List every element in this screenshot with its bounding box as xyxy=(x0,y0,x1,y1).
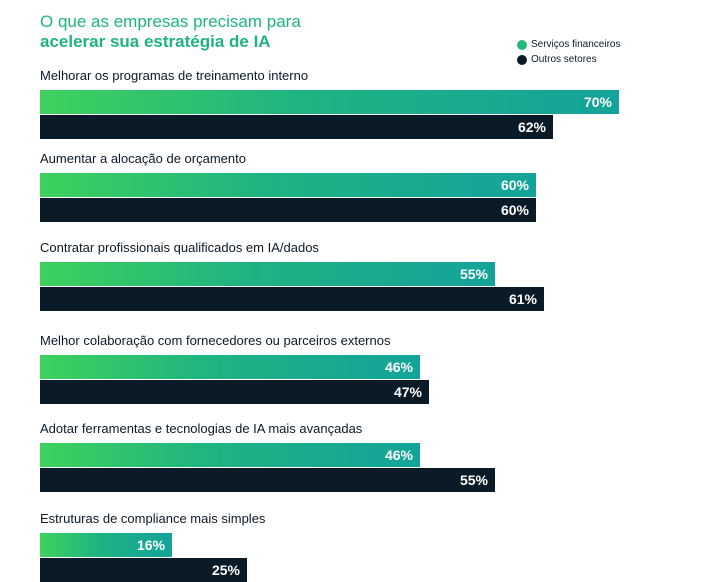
bar-value-label: 60% xyxy=(500,202,529,218)
legend-item-other: Outros setores xyxy=(517,52,620,67)
legend-label-other: Outros setores xyxy=(531,54,597,65)
bar-other-sectors: 25% xyxy=(40,558,247,582)
category-label: Adotar ferramentas e tecnologias de IA m… xyxy=(40,421,363,436)
bar-value-label: 70% xyxy=(583,94,612,110)
bar-financial-services: 60% xyxy=(40,173,536,197)
bar-financial-services: 46% xyxy=(40,443,420,467)
category-label: Contratar profissionais qualificados em … xyxy=(40,240,319,255)
category-label: Estruturas de compliance mais simples xyxy=(40,511,266,526)
bar-value-label: 46% xyxy=(384,447,413,463)
bar-other-sectors: 55% xyxy=(40,468,495,492)
bar-value-label: 62% xyxy=(517,119,546,135)
bar-financial-services: 46% xyxy=(40,355,420,379)
bar-financial-services: 16% xyxy=(40,533,172,557)
bar-other-sectors: 62% xyxy=(40,115,553,139)
bar-value-label: 61% xyxy=(508,291,537,307)
legend: Serviços financeiros Outros setores xyxy=(517,37,620,67)
bar-value-label: 25% xyxy=(211,562,240,578)
bar-value-label: 46% xyxy=(384,359,413,375)
bar-other-sectors: 47% xyxy=(40,380,429,404)
bar-value-label: 55% xyxy=(459,472,488,488)
bar-value-label: 16% xyxy=(136,537,165,553)
category-label: Melhor colaboração com fornecedores ou p… xyxy=(40,333,391,348)
chart-title-line2: acelerar sua estratégia de IA xyxy=(40,32,271,51)
category-label: Melhorar os programas de treinamento int… xyxy=(40,68,309,83)
legend-label-financial: Serviços financeiros xyxy=(531,39,621,50)
legend-dot-financial xyxy=(517,39,527,50)
legend-dot-other xyxy=(517,54,527,65)
bar-value-label: 55% xyxy=(459,266,488,282)
chart-title-line1: O que as empresas precisam para xyxy=(40,12,301,31)
bar-value-label: 47% xyxy=(393,384,422,400)
bar-other-sectors: 60% xyxy=(40,198,536,222)
legend-item-financial: Serviços financeiros xyxy=(517,37,620,52)
bar-financial-services: 55% xyxy=(40,262,495,286)
bar-value-label: 60% xyxy=(500,177,529,193)
bar-other-sectors: 61% xyxy=(40,287,544,311)
category-label: Aumentar a alocação de orçamento xyxy=(40,151,246,166)
bar-financial-services: 70% xyxy=(40,90,619,114)
